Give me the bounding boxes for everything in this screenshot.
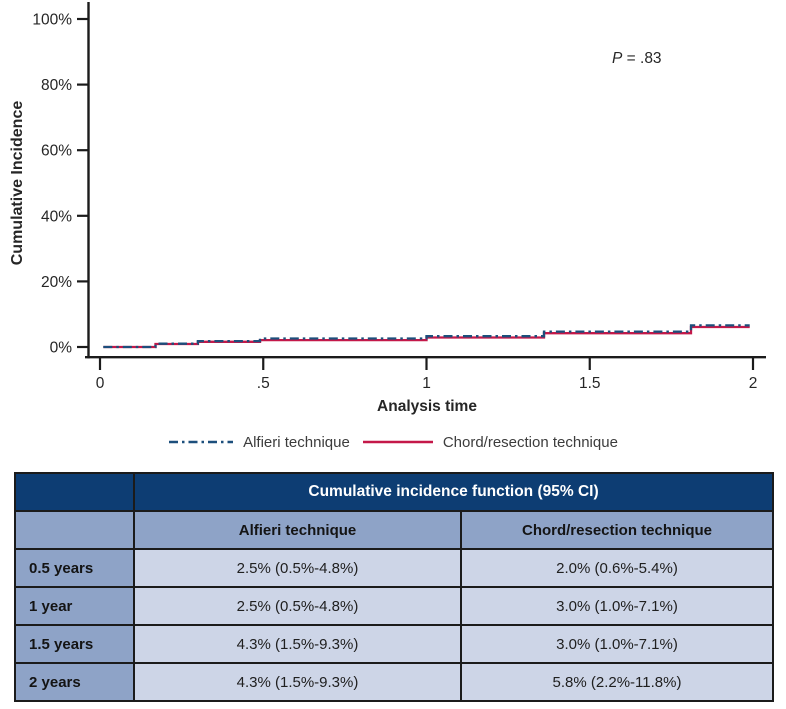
y-axis-ticks: 0% 20% 40% 60% 80% 100% [32,12,89,357]
y-tick-label-0%: 0% [50,340,73,357]
cell-chord-0-5-years: 2.0% (0.6%-5.4%) [460,548,774,588]
table-row: 1 year 2.5% (0.5%-4.8%) 3.0% (1.0%-7.1%) [14,586,774,626]
alfieri-dashdot-line-icon [169,440,234,444]
legend-item-chord: Chord/resection technique [362,434,618,451]
cell-chord-2-years: 5.8% (2.2%-11.8%) [460,662,774,702]
table-corner-cell [14,472,135,512]
table-row: 1.5 years 4.3% (1.5%-9.3%) 3.0% (1.0%-7.… [14,624,774,664]
column-header-alfieri: Alfieri technique [133,510,462,550]
cell-chord-1-5-years: 3.0% (1.0%-7.1%) [460,624,774,664]
chord-solid-line-icon [362,440,433,444]
y-tick-label-100%: 100% [32,12,72,29]
x-axis-ticks: 0 .5 1 1.5 2 [96,357,758,392]
y-tick-label-60%: 60% [41,143,72,160]
plot-legend: Alfieri technique Chord/resection techni… [0,429,786,455]
row-label-1-5-years: 1.5 years [14,624,135,664]
table-subheader-corner-cell [14,510,135,550]
x-tick-label-.5: .5 [257,375,270,392]
cell-alfieri-2-years: 4.3% (1.5%-9.3%) [133,662,462,702]
row-label-0-5-years: 0.5 years [14,548,135,588]
legend-label-chord: Chord/resection technique [442,433,618,451]
table-row: 2 years 4.3% (1.5%-9.3%) 5.8% (2.2%-11.8… [14,662,774,702]
p-value-annotation: P = .83 [612,50,662,67]
cell-alfieri-1-5-years: 4.3% (1.5%-9.3%) [133,624,462,664]
y-tick-label-20%: 20% [41,274,72,291]
x-tick-label-0: 0 [96,375,105,392]
cell-alfieri-0-5-years: 2.5% (0.5%-4.8%) [133,548,462,588]
legend-label-alfieri: Alfieri technique [243,433,350,451]
x-tick-label-1.5: 1.5 [579,375,601,392]
x-axis-title: Analysis time [377,398,477,415]
cumulative-incidence-table: Cumulative incidence function (95% CI) A… [14,472,774,702]
y-tick-label-40%: 40% [41,208,72,225]
table-row: 0.5 years 2.5% (0.5%-4.8%) 2.0% (0.6%-5.… [14,548,774,588]
legend-item-alfieri: Alfieri technique [168,434,350,451]
x-tick-label-2: 2 [749,375,758,392]
cell-alfieri-1-year: 2.5% (0.5%-4.8%) [133,586,462,626]
y-tick-label-80%: 80% [41,77,72,94]
table-header-row: Cumulative incidence function (95% CI) [14,472,774,512]
table-main-header: Cumulative incidence function (95% CI) [133,472,774,512]
cell-chord-1-year: 3.0% (1.0%-7.1%) [460,586,774,626]
column-header-chord: Chord/resection technique [460,510,774,550]
table-subheader-row: Alfieri technique Chord/resection techni… [14,510,774,550]
x-tick-label-1: 1 [422,375,431,392]
alfieri-curve [103,324,750,349]
row-label-2-years: 2 years [14,662,135,702]
y-axis-title: Cumulative Incidence [9,101,26,266]
incidence-plot: Cumulative Incidence 0% 20% 40% 60% 80% 1 0 0% … [9,2,766,415]
row-label-1-year: 1 year [14,586,135,626]
